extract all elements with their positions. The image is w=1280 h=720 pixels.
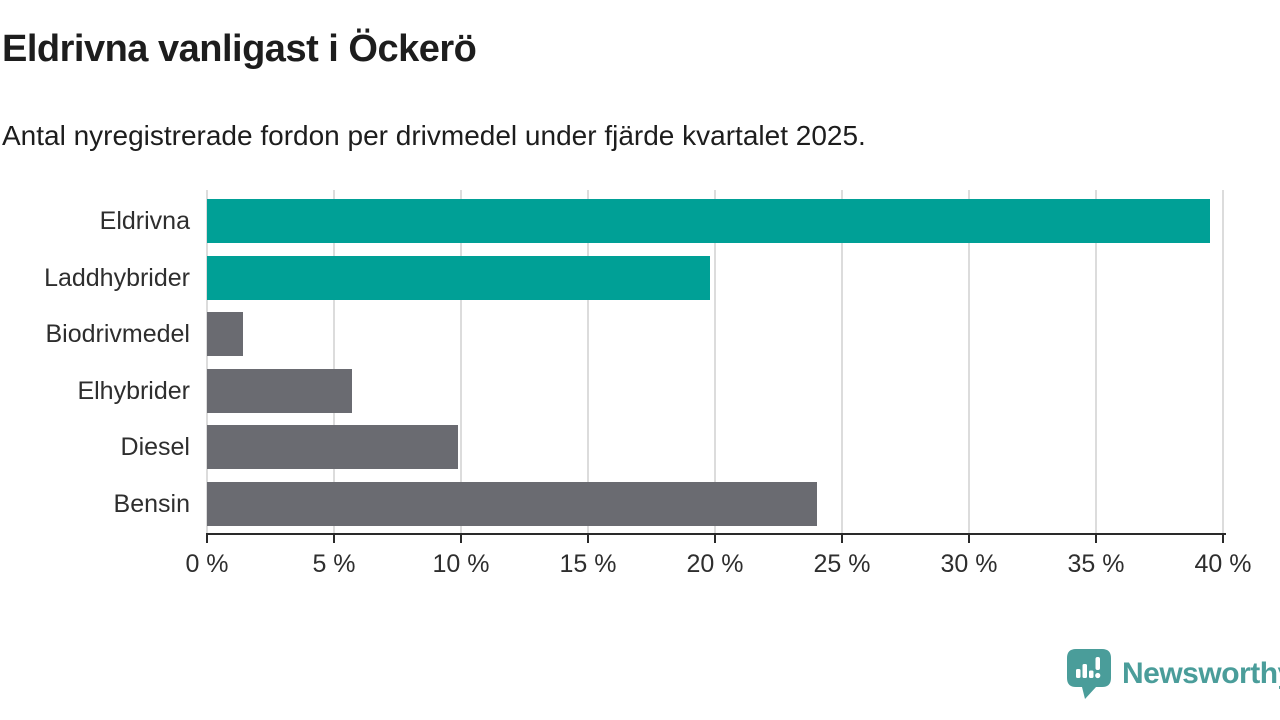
- bar: [207, 255, 710, 300]
- gridline: [206, 190, 208, 533]
- logo-bar-2: [1082, 664, 1087, 678]
- bar: [207, 368, 352, 413]
- x-axis-tick: [968, 533, 970, 543]
- bar: [207, 312, 243, 357]
- x-axis-tick: [587, 533, 589, 543]
- x-axis-tick: [841, 533, 843, 543]
- logo-bar-3: [1089, 670, 1094, 678]
- gridline: [968, 190, 970, 533]
- x-axis-tick: [206, 533, 208, 543]
- bar: [207, 482, 817, 526]
- x-axis-tick: [1095, 533, 1097, 543]
- logo-exclamation-dot: [1095, 672, 1101, 679]
- x-tick-label: 30 %: [940, 550, 998, 578]
- gridline: [587, 190, 589, 533]
- x-tick-label: 5 %: [312, 550, 356, 578]
- gridline: [1095, 190, 1097, 533]
- x-tick-label: 20 %: [686, 550, 744, 578]
- newsworthy-logo-icon: [1067, 649, 1111, 699]
- chart-subtitle: Antal nyregistrerade fordon per drivmede…: [2, 120, 866, 151]
- category-label: Eldrivna: [99, 207, 190, 235]
- x-axis-tick: [333, 533, 335, 543]
- page-title: Eldrivna vanligast i Öckerö: [2, 28, 477, 70]
- gridline: [841, 190, 843, 533]
- brand-name: Newsworthy: [1122, 657, 1280, 690]
- bar: [207, 199, 1211, 243]
- logo-bar-1: [1076, 669, 1081, 678]
- category-label: Bensin: [113, 490, 190, 518]
- category-label: Laddhybrider: [44, 263, 190, 292]
- x-tick-label: 10 %: [432, 550, 490, 578]
- x-tick-label: 0 %: [185, 550, 229, 578]
- gridline: [333, 190, 335, 533]
- x-axis-tick: [1222, 533, 1224, 543]
- bar: [207, 425, 459, 470]
- gridline: [1222, 190, 1224, 533]
- brand-logo: Newsworthy: [1066, 648, 1280, 700]
- x-axis-tick: [460, 533, 462, 543]
- gridline: [460, 190, 462, 533]
- x-tick-label: 40 %: [1194, 550, 1252, 578]
- x-axis-tick: [714, 533, 716, 543]
- x-tick-label: 35 %: [1067, 550, 1125, 578]
- x-axis-line: [206, 533, 1226, 535]
- x-tick-label: 15 %: [559, 550, 617, 578]
- x-tick-label: 25 %: [813, 550, 871, 578]
- category-label: Biodrivmedel: [45, 320, 190, 349]
- category-label: Diesel: [120, 433, 190, 462]
- logo-exclamation-bar: [1095, 657, 1100, 670]
- category-label: Elhybrider: [77, 376, 190, 405]
- gridline: [714, 190, 716, 533]
